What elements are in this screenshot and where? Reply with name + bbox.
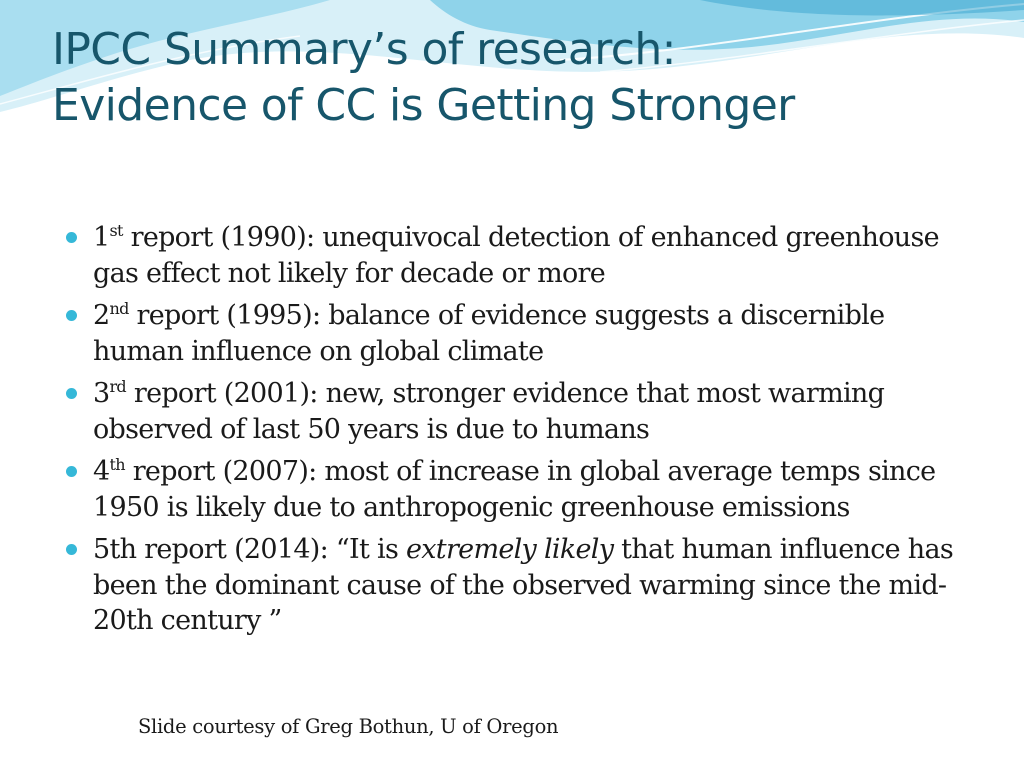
bullet-dot-icon [66, 388, 77, 399]
bullet-item-5th-report: 5th report (2014): “It is extremely like… [62, 532, 962, 639]
wave-front [0, 0, 330, 96]
bullet-text: report (1995): balance of evidence sugge… [93, 300, 885, 367]
report-number: 3 [93, 378, 110, 409]
ordinal-suffix: nd [109, 299, 129, 318]
slide-credit: Slide courtesy of Greg Bothun, U of Oreg… [138, 715, 559, 738]
bullet-dot-icon [66, 544, 77, 555]
wave-decoration [0, 0, 1024, 112]
ordinal-suffix: rd [109, 377, 126, 396]
bullet-text: report (2007): most of increase in globa… [93, 456, 936, 523]
title-line-1: IPCC Summary’s of research: [52, 24, 676, 75]
title-line-2: Evidence of CC is Getting Stronger [52, 80, 795, 131]
report-number: 2 [93, 300, 110, 331]
bullet-dot-icon [66, 466, 77, 477]
bullet-text-tail: that human influence has been the domina… [93, 534, 954, 636]
ordinal-suffix: st [109, 221, 123, 240]
slide-title: IPCC Summary’s of research: Evidence of … [52, 22, 1012, 134]
bullet-item-2nd-report: 2nd report (1995): balance of evidence s… [62, 298, 962, 369]
bullet-text-lead: 5th report (2014): “It is [93, 534, 406, 565]
wave-line-3 [0, 35, 301, 105]
wave-line-2 [599, 19, 1024, 73]
emphasis-extremely-likely: extremely likely [406, 534, 614, 565]
bullet-dot-icon [66, 232, 77, 243]
ordinal-suffix: th [109, 455, 125, 474]
bullet-item-1st-report: 1st report (1990): unequivocal detection… [62, 220, 962, 291]
bullet-dot-icon [66, 310, 77, 321]
report-number: 1 [93, 222, 110, 253]
bullet-text: report (1990): unequivocal detection of … [93, 222, 940, 289]
wave-accent [700, 0, 1024, 16]
bullet-list: 1st report (1990): unequivocal detection… [62, 220, 962, 646]
bullet-text: report (2001): new, stronger evidence th… [93, 378, 885, 445]
bullet-item-4th-report: 4th report (2007): most of increase in g… [62, 454, 962, 525]
report-number: 4 [93, 456, 110, 487]
bullet-item-3rd-report: 3rd report (2001): new, stronger evidenc… [62, 376, 962, 447]
